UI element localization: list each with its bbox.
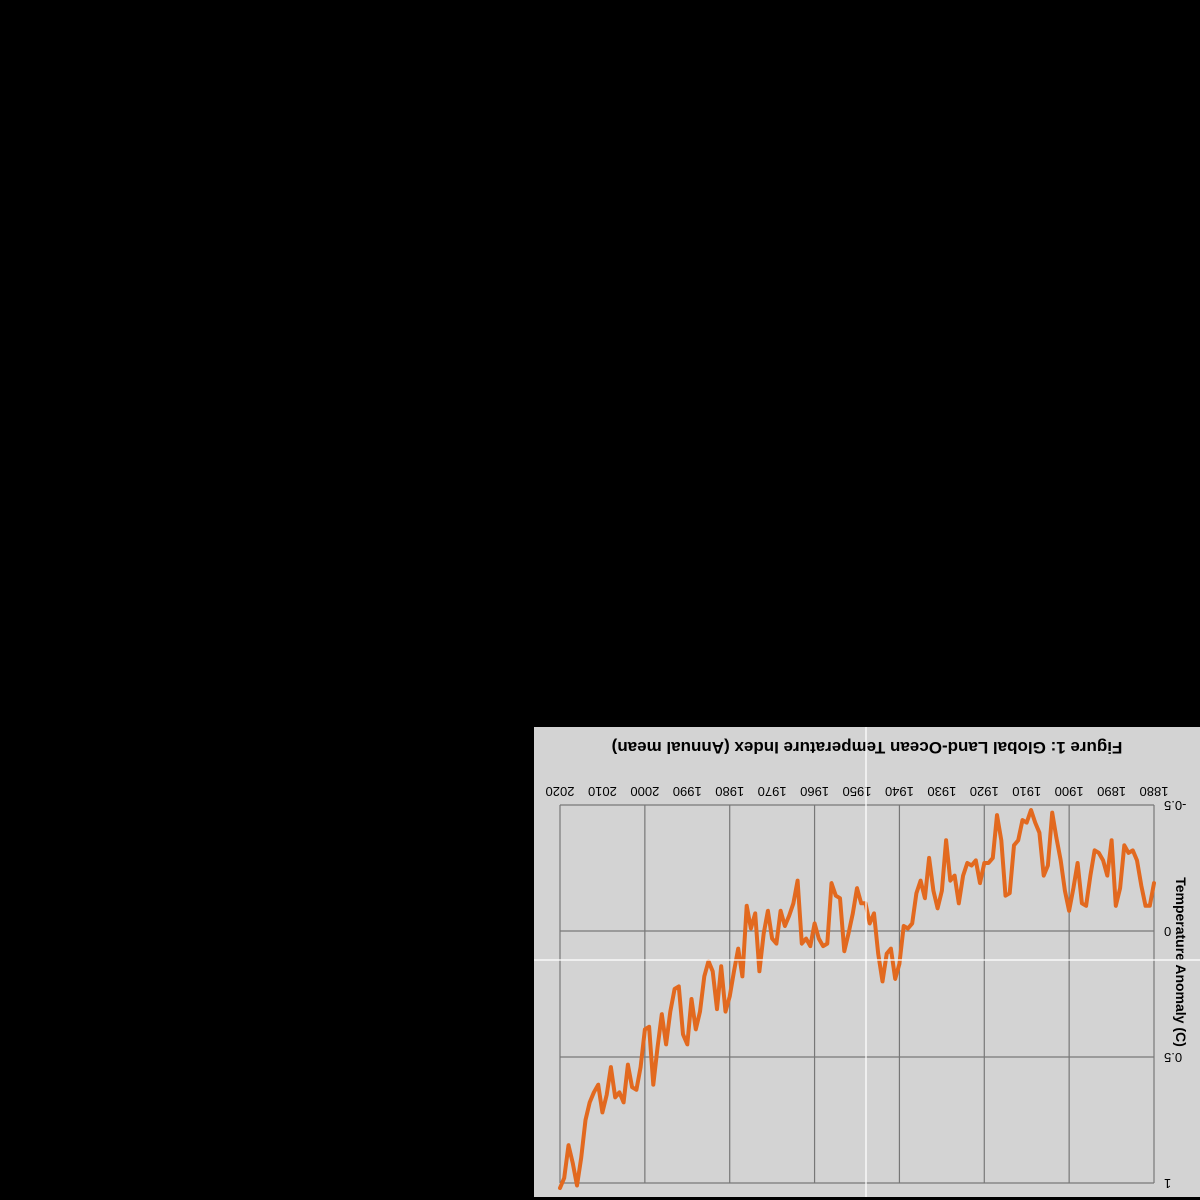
y-tick-label: 1 (1164, 1176, 1171, 1191)
x-tick-label: 1920 (970, 784, 999, 799)
x-tick-label: 2020 (546, 784, 575, 799)
x-tick-label: 2000 (630, 784, 659, 799)
x-tick-label: 1980 (715, 784, 744, 799)
chart-title: Figure 1: Global Land-Ocean Temperature … (612, 738, 1123, 757)
x-tick-label: 1960 (800, 784, 829, 799)
y-tick-label: 0 (1164, 924, 1171, 939)
x-tick-label: 1930 (927, 784, 956, 799)
x-tick-label: 1940 (885, 784, 914, 799)
gridlines (559, 804, 1155, 1184)
y-tick-label: -0.5 (1164, 798, 1186, 813)
x-tick-label: 1950 (843, 784, 872, 799)
x-tick-label: 1900 (1055, 784, 1084, 799)
x-tick-label: 1880 (1140, 784, 1169, 799)
x-tick-label: 1910 (1012, 784, 1041, 799)
y-tick-labels: -0.5 0 0.5 1 (1164, 798, 1186, 1191)
x-tick-labels: 1880 1890 1900 1910 1920 1930 1940 1950 1960 1970… (546, 784, 1169, 799)
x-tick-label: 1970 (758, 784, 787, 799)
line-chart: 1880 1890 1900 1910 1920 1930 1940 1950 1960 1970… (534, 727, 1200, 1197)
y-axis-title: Temperature Anomaly (C) (1173, 877, 1189, 1047)
x-tick-label: 1890 (1097, 784, 1126, 799)
series-line (558, 808, 1156, 1190)
series-line-layer (558, 808, 1156, 1190)
y-tick-label: 0.5 (1164, 1050, 1182, 1065)
x-tick-label: 2010 (588, 784, 617, 799)
x-tick-label: 1990 (673, 784, 702, 799)
chart-panel: 1880 1890 1900 1910 1920 1930 1940 1950 1960 1970… (534, 727, 1200, 1197)
